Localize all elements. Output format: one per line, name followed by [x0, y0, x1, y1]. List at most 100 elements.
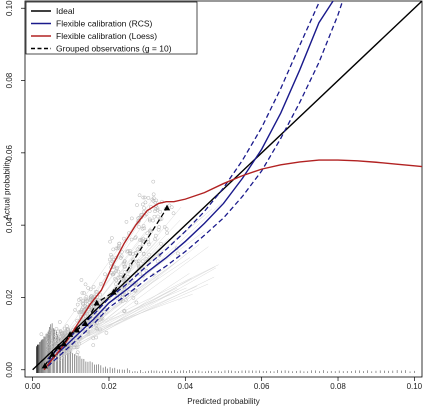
grey-point [87, 298, 92, 302]
grey-point [136, 259, 141, 264]
grey-point [94, 326, 99, 331]
grey-point [154, 198, 159, 203]
grey-point [83, 282, 88, 287]
group-triangle [73, 326, 81, 333]
grey-point [155, 207, 160, 212]
grey-point [54, 327, 59, 331]
grey-point [129, 262, 133, 267]
grey-point [133, 251, 138, 255]
grey-point [153, 200, 158, 205]
grey-point [108, 239, 112, 244]
grey-point [108, 253, 113, 257]
grey-point [75, 350, 80, 355]
series-rcs-lower-confidence-limit [47, 1, 344, 367]
rug-histogram [36, 323, 415, 373]
grey-point [137, 193, 142, 198]
grey-point [46, 331, 51, 336]
grey-point [86, 286, 91, 290]
grey-point [148, 228, 152, 233]
grey-point [121, 293, 125, 297]
y-tick-label: 0.10 [5, 0, 14, 16]
grey-point [142, 195, 147, 200]
grey-point [104, 330, 109, 335]
grey-line [52, 196, 155, 342]
grey-point [75, 352, 79, 357]
grey-line [61, 258, 164, 359]
grey-point [162, 225, 167, 229]
grey-point [140, 202, 145, 207]
grey-point [113, 276, 117, 281]
grey-point [84, 295, 89, 299]
x-tick-label: 0.02 [101, 382, 117, 391]
grey-point [75, 345, 80, 349]
grey-point [53, 336, 58, 341]
grey-line [49, 257, 191, 352]
grey-point [128, 262, 133, 267]
grey-point [129, 237, 134, 242]
grey-point [140, 259, 145, 264]
grey-point [73, 308, 77, 312]
grey-point [116, 269, 121, 274]
grey-point [119, 272, 123, 277]
y-axis-label: Actual probability [3, 159, 12, 220]
group-triangle [66, 331, 74, 337]
group-triangle [41, 362, 49, 369]
grey-point [142, 206, 146, 210]
group-triangle [93, 299, 100, 306]
grey-point [79, 278, 84, 282]
grey-line [61, 277, 159, 355]
grey-point [117, 241, 122, 246]
grey-point [131, 296, 136, 300]
legend-label: Flexible calibration (RCS) [56, 19, 153, 29]
x-tick-label: 0.00 [25, 382, 41, 391]
grey-point [114, 269, 118, 273]
group-triangle [82, 320, 89, 327]
grey-point [55, 334, 60, 338]
grey-line [55, 273, 190, 362]
y-tick-label: 0.06 [5, 145, 14, 161]
grey-point [60, 331, 64, 335]
grey-point [46, 340, 51, 344]
grey-point [128, 249, 132, 253]
grey-point [82, 291, 86, 295]
grey-point [95, 290, 99, 294]
grey-point [90, 295, 95, 300]
series-lines [32, 1, 422, 371]
grey-point [57, 320, 62, 324]
grey-line [61, 286, 197, 347]
grey-point [142, 226, 147, 231]
group-triangle [49, 351, 56, 357]
grey-point [83, 299, 88, 303]
grey-point [78, 310, 82, 315]
grey-point [133, 288, 138, 293]
grey-point [135, 203, 139, 207]
series-rcs-upper-confidence-limit [47, 1, 321, 360]
grey-point [156, 214, 160, 219]
grey-point [137, 224, 141, 229]
grey-line [50, 276, 215, 358]
grey-point [65, 327, 70, 332]
grey-point [79, 321, 84, 325]
legend-label: Ideal [56, 6, 75, 16]
grey-point [46, 347, 50, 352]
group-triangle [55, 343, 62, 350]
grey-point [151, 192, 156, 197]
grey-point [122, 259, 127, 263]
grey-line [56, 202, 223, 358]
grey-point [143, 200, 148, 205]
grey-point [151, 179, 156, 184]
grey-point [45, 337, 50, 342]
grey-point [147, 217, 152, 222]
grey-line [54, 293, 193, 345]
grey-point [50, 328, 55, 333]
grey-point [171, 211, 176, 216]
series-ideal [32, 1, 422, 371]
grey-point [152, 214, 157, 219]
grey-point [116, 245, 121, 250]
grey-point [147, 218, 152, 223]
grey-point [153, 237, 157, 241]
grey-point [133, 289, 138, 293]
y-tick-label: 0.02 [5, 289, 14, 305]
legend-box [25, 1, 198, 55]
